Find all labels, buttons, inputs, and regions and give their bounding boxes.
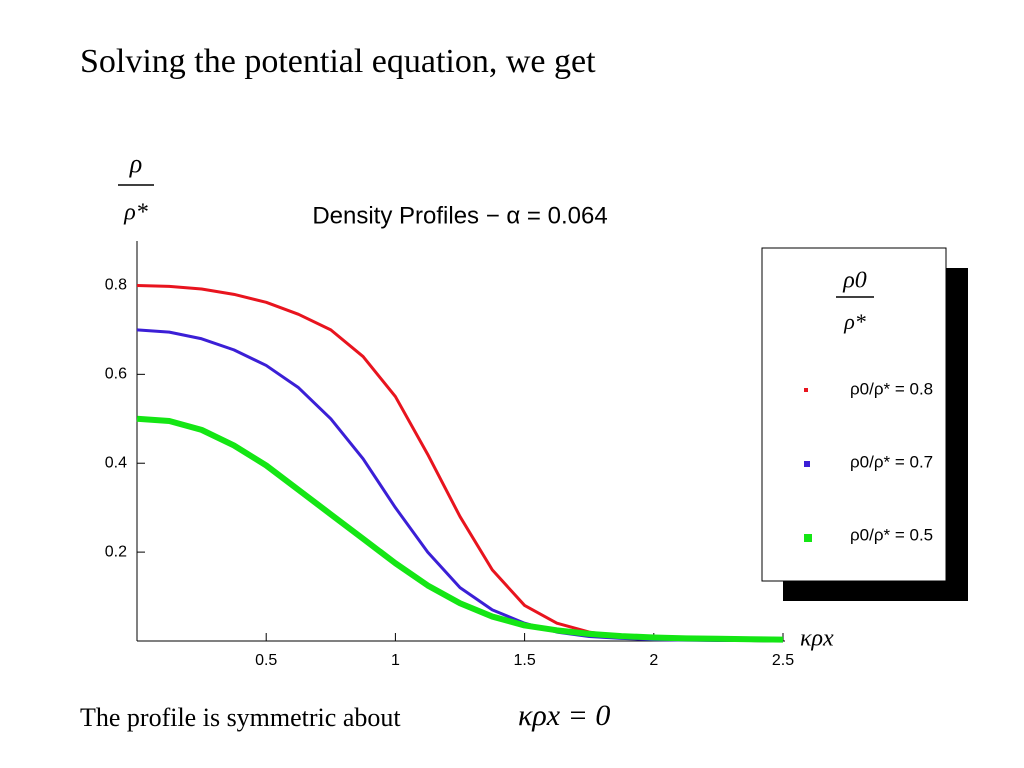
legend-label: ρ0/ρ* = 0.8 — [850, 379, 933, 398]
legend-label: ρ0/ρ* = 0.7 — [850, 452, 933, 471]
legend-label: ρ0/ρ* = 0.5 — [850, 525, 933, 544]
x-tick-label: 0.5 — [255, 652, 277, 669]
legend-marker — [804, 388, 808, 392]
footer-text: The profile is symmetric about — [80, 703, 401, 732]
y-tick-label: 0.6 — [105, 366, 127, 383]
legend-marker — [804, 461, 810, 467]
legend-box — [761, 247, 947, 582]
line-series — [136, 415, 784, 643]
legend-title-numerator: ρ0 — [842, 268, 867, 294]
y-tick-label: 0.8 — [105, 277, 127, 294]
y-label-denominator: ρ* — [123, 200, 148, 226]
legend-title-denominator: ρ* — [843, 309, 866, 334]
x-tick-label: 1 — [391, 652, 400, 669]
footer-math: κρx = 0 — [518, 699, 610, 732]
x-tick-label: 1.5 — [513, 652, 535, 669]
x-tick-label: 2.5 — [772, 652, 794, 669]
slide-title: Solving the potential equation, we get — [80, 43, 596, 80]
legend-marker — [804, 534, 812, 542]
chart-title: Density Profiles − α = 0.064 — [312, 202, 607, 229]
line-series — [136, 328, 784, 643]
y-tick-label: 0.2 — [105, 543, 127, 560]
y-tick-label: 0.4 — [105, 454, 127, 471]
x-tick-label: 2 — [649, 652, 658, 669]
y-label-numerator: ρ — [129, 149, 142, 178]
x-label: κρx — [800, 626, 834, 652]
